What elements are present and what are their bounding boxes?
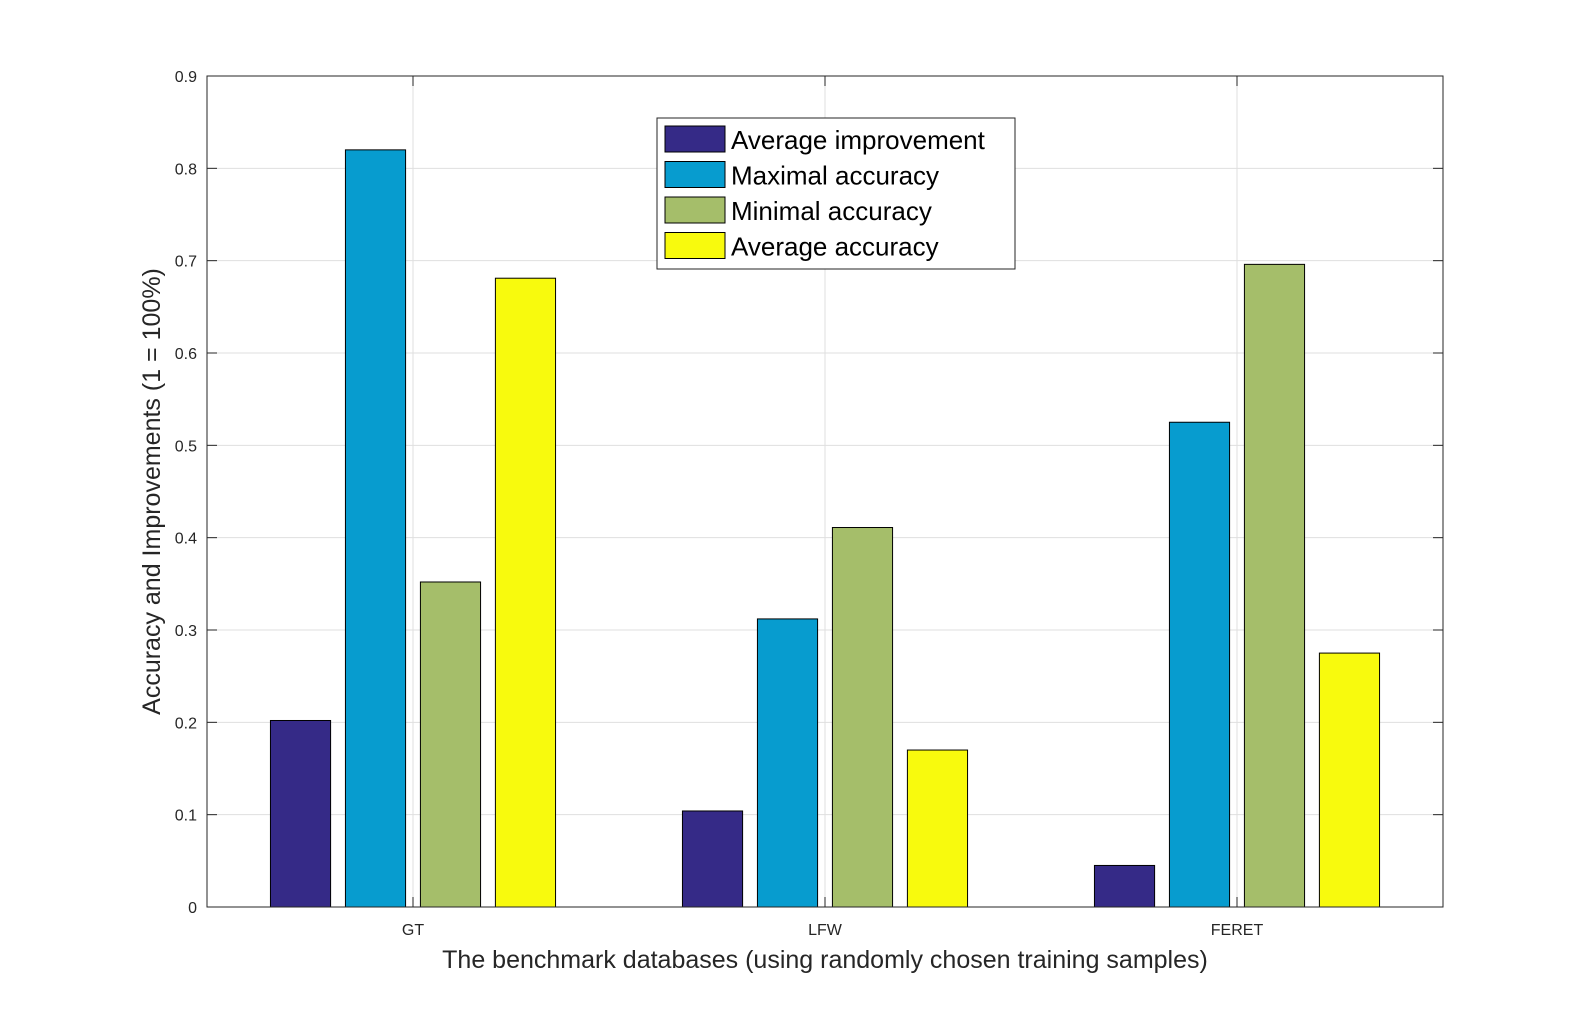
bar xyxy=(681,810,744,908)
x-tick-label: FERET xyxy=(1211,922,1264,939)
legend-swatch xyxy=(664,161,726,188)
y-tick-label: 0.1 xyxy=(175,808,197,825)
bar xyxy=(906,749,969,908)
legend-entry: Minimal accuracy xyxy=(731,196,932,226)
bar xyxy=(1243,263,1306,908)
y-tick-label: 0.9 xyxy=(175,69,197,86)
bar xyxy=(831,527,894,908)
y-tick-label: 0.4 xyxy=(175,531,197,548)
x-tick-label: GT xyxy=(402,922,424,939)
y-tick-label: 0.6 xyxy=(175,346,197,363)
y-tick-label: 0.3 xyxy=(175,623,197,640)
legend-entry: Maximal accuracy xyxy=(731,161,939,191)
y-tick-label: 0.5 xyxy=(175,438,197,455)
y-tick-label: 0.2 xyxy=(175,715,197,732)
bar xyxy=(1168,421,1231,908)
bar xyxy=(419,581,482,908)
y-tick-label: 0.7 xyxy=(175,254,197,271)
bar xyxy=(756,618,819,908)
bar xyxy=(344,149,407,908)
legend-entry: Average accuracy xyxy=(731,232,939,262)
bar xyxy=(494,277,557,908)
bar xyxy=(1318,652,1381,908)
legend: Average improvement Maximal accuracy Minim… xyxy=(656,117,1016,270)
x-tick-label: LFW xyxy=(808,922,843,939)
legend-swatch xyxy=(664,125,726,153)
x-axis-label: The benchmark databases (using randomly … xyxy=(442,946,1208,974)
legend-entry: Average improvement xyxy=(731,125,986,155)
bar xyxy=(1093,864,1156,908)
bar xyxy=(269,719,332,908)
axis-ticks: 0 0.1 0.2 0.3 0.4 0.5 0.6 0.7 0.8 0.9 GT LFW FERET xyxy=(175,69,1443,939)
legend-swatch xyxy=(664,232,726,259)
y-tick-label: 0 xyxy=(188,900,197,917)
bars xyxy=(269,149,1381,908)
y-axis-label: Accuracy and Improvements (1 = 100%) xyxy=(138,268,166,715)
legend-swatch xyxy=(664,196,726,224)
y-tick-label: 0.8 xyxy=(175,161,197,178)
